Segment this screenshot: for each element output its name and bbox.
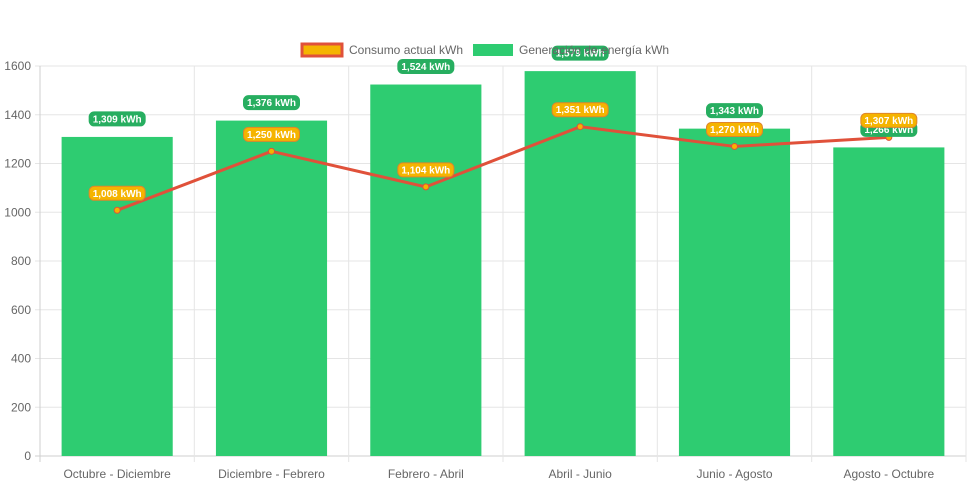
y-tick-label: 1600 xyxy=(4,59,31,73)
data-label: 1,008 kWh xyxy=(88,185,146,201)
point-consumo[interactable] xyxy=(731,142,738,150)
data-label-bg xyxy=(706,121,763,137)
y-tick-label: 600 xyxy=(11,303,31,317)
data-label-bg xyxy=(243,126,300,142)
x-tick-label: Agosto - Octubre xyxy=(843,467,934,481)
y-tick-label: 400 xyxy=(11,352,31,366)
data-label-bg xyxy=(860,112,918,128)
y-tick-label: 1200 xyxy=(4,157,31,171)
grid xyxy=(35,65,967,462)
data-label-text: 1,250 kWh xyxy=(247,130,296,141)
data-label-bg xyxy=(397,162,455,178)
data-label-text: 1,343 kWh xyxy=(710,106,759,117)
data-label-text: 1,008 kWh xyxy=(93,189,142,200)
data-label-text: 1,579 kWh xyxy=(556,49,605,60)
data-label-text: 1,309 kWh xyxy=(93,114,142,125)
y-tick-label: 1000 xyxy=(4,205,31,219)
data-label-text: 1,104 kWh xyxy=(401,165,450,176)
legend[interactable]: Consumo actual kWh Generación de energía … xyxy=(300,42,669,58)
data-label-text: 1,266 kWh xyxy=(864,125,913,136)
data-label: 1,104 kWh xyxy=(397,162,455,178)
point-consumo[interactable] xyxy=(576,123,584,131)
bar-generacion[interactable] xyxy=(833,147,945,456)
data-label: 1,343 kWh xyxy=(706,103,763,119)
data-label: 1,250 kWh xyxy=(243,126,300,142)
data-label: 1,351 kWh xyxy=(551,102,609,118)
bar-generacion[interactable] xyxy=(215,120,328,456)
data-label-text: 1,270 kWh xyxy=(710,125,759,136)
y-tick-label: 800 xyxy=(11,254,31,268)
data-label-text: 1,307 kWh xyxy=(864,116,913,127)
y-tick-label: 1400 xyxy=(4,108,31,122)
data-label: 1,307 kWh xyxy=(860,112,918,128)
legend-swatch-consumo xyxy=(300,42,344,58)
y-tick-label: 200 xyxy=(11,400,31,414)
y-tick-label: 0 xyxy=(24,449,31,463)
x-tick-label: Diciembre - Febrero xyxy=(218,467,325,481)
legend-swatch-generacion xyxy=(473,44,513,56)
data-label: 1,524 kWh xyxy=(397,59,455,75)
data-label-text: 1,524 kWh xyxy=(401,62,450,73)
data-label-bg xyxy=(88,111,146,127)
data-label: 1,579 kWh xyxy=(551,45,609,61)
x-tick-label: Abril - Junio xyxy=(548,467,612,481)
point-consumo[interactable] xyxy=(268,147,275,155)
data-label-bg xyxy=(706,103,763,119)
data-labels: 1,309 kWh 1,376 kWh 1,524 kWh 1,579 kWh 1,34… xyxy=(88,45,918,201)
data-label: 1,309 kWh xyxy=(88,111,146,127)
bar-generacion[interactable] xyxy=(370,84,482,457)
data-label-text: 1,351 kWh xyxy=(556,105,605,116)
x-tick-label: Octubre - Diciembre xyxy=(63,467,171,481)
axes: 0 200 400 600 800 1000 1200 1400 1600 Octubre - D… xyxy=(4,59,934,481)
x-tick-label: Febrero - Abril xyxy=(388,467,464,481)
x-tick-label: Junio - Agosto xyxy=(696,467,772,481)
data-label: 1,270 kWh xyxy=(706,121,763,137)
point-consumo[interactable] xyxy=(113,206,121,214)
line-consumo xyxy=(116,125,889,212)
data-label-bg xyxy=(243,95,300,111)
data-label-bg xyxy=(551,102,609,118)
data-label-text: 1,376 kWh xyxy=(247,98,296,109)
data-label-bg xyxy=(551,45,609,61)
bar-generacion[interactable] xyxy=(524,71,636,457)
bars xyxy=(61,71,945,457)
bar-generacion[interactable] xyxy=(678,128,791,457)
point-consumo[interactable] xyxy=(422,183,430,191)
data-label-bg xyxy=(397,59,455,75)
legend-label-consumo[interactable]: Consumo actual kWh xyxy=(349,43,463,57)
data-label: 1,376 kWh xyxy=(243,95,300,111)
legend-label-generacion[interactable]: Generación de energía kWh xyxy=(519,43,669,57)
bar-generacion[interactable] xyxy=(61,136,173,456)
data-label-bg xyxy=(88,185,146,201)
